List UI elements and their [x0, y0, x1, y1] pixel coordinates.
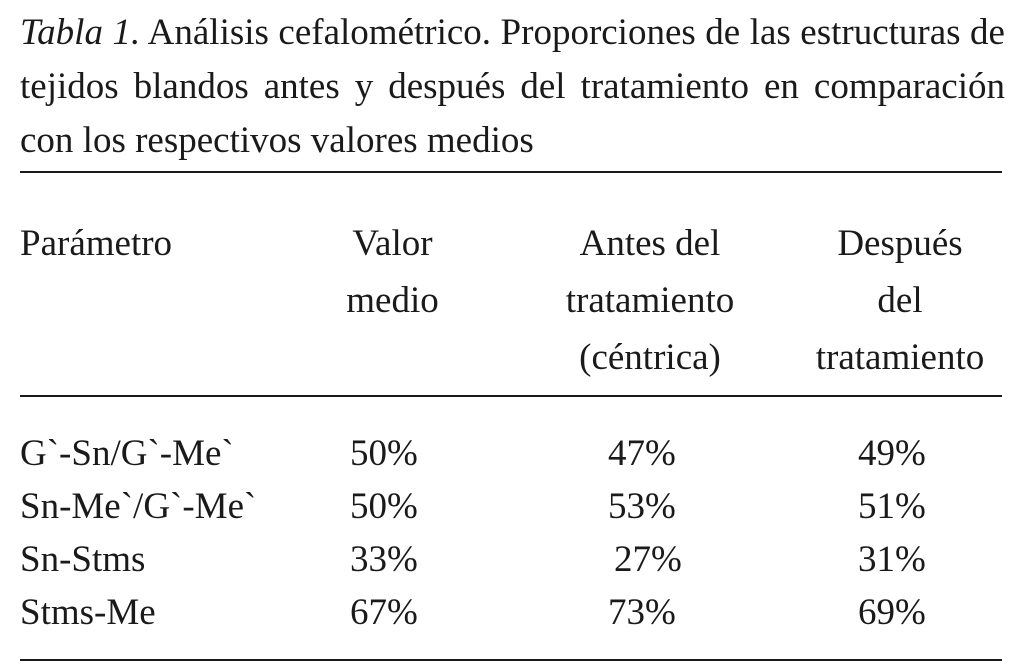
header-antes: Antes del tratamiento (céntrica) [530, 215, 770, 386]
row-3-despues: 31% [858, 539, 926, 580]
row-1-antes: 47% [608, 433, 676, 474]
header-line: Después [837, 223, 963, 264]
header-parametro: Parámetro [20, 215, 172, 272]
caption-text: Análisis cefalométrico. Proporciones de … [20, 12, 1005, 161]
row-4-parametro: Stms-Me [20, 592, 156, 633]
header-line: tratamiento [565, 280, 735, 321]
top-rule [20, 171, 1002, 173]
row-1-despues: 49% [858, 433, 926, 474]
bottom-rule [20, 659, 1002, 661]
header-line: Valor [352, 223, 433, 264]
row-1-parametro: G`-Sn/G`-Me` [20, 433, 234, 474]
header-rule [20, 395, 1002, 397]
row-3-parametro: Sn-Stms [20, 539, 146, 580]
header-valor-medio: Valor medio [320, 215, 465, 329]
header-line: tratamiento [815, 337, 985, 378]
header-line: Parámetro [20, 223, 173, 264]
row-2-valor-medio: 50% [350, 486, 418, 527]
row-2-antes: 53% [608, 486, 676, 527]
caption-label: Tabla 1. [20, 12, 141, 53]
row-2-parametro: Sn-Me`/G`-Me` [20, 486, 257, 527]
row-3-antes: 27% [614, 539, 682, 580]
row-1-valor-medio: 50% [350, 433, 418, 474]
header-despues: Después del tratamiento [785, 215, 1015, 386]
row-2-despues: 51% [858, 486, 926, 527]
header-line: medio [346, 280, 439, 321]
header-line: del [877, 280, 923, 321]
table-caption: Tabla 1. Análisis cefalométrico. Proporc… [20, 6, 1005, 168]
header-line: (céntrica) [579, 337, 721, 378]
row-4-despues: 69% [858, 592, 926, 633]
header-line: Antes del [579, 223, 721, 264]
row-3-valor-medio: 33% [350, 539, 418, 580]
row-4-antes: 73% [608, 592, 676, 633]
row-4-valor-medio: 67% [350, 592, 418, 633]
